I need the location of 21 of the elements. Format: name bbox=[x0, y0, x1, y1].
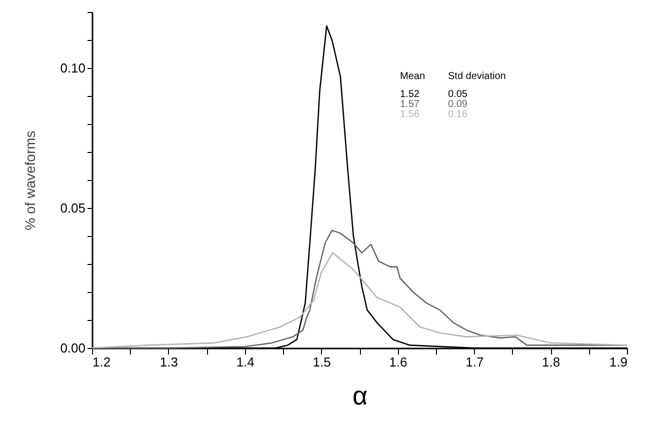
x-tick-label: 1.6 bbox=[389, 354, 408, 370]
annotation: 0.09 bbox=[448, 99, 468, 110]
x-tick-label: 1.8 bbox=[542, 354, 560, 370]
x-tick-label: 1.3 bbox=[160, 354, 178, 370]
annotation: 1.56 bbox=[400, 109, 420, 120]
annotation: Mean bbox=[400, 71, 426, 82]
annotation: 0.16 bbox=[448, 109, 468, 120]
x-tick-label: 1.7 bbox=[466, 354, 484, 370]
annotation: 1.57 bbox=[400, 99, 420, 110]
x-axis-title: α bbox=[352, 380, 368, 410]
y-tick-label: 0.10 bbox=[60, 60, 86, 76]
annotation: 1.52 bbox=[400, 89, 420, 100]
annotation: Std deviation bbox=[448, 71, 506, 82]
y-axis-title: % of waveforms bbox=[22, 130, 38, 230]
x-tick-label: 1.9 bbox=[609, 354, 628, 370]
x-tick-label: 1.5 bbox=[312, 354, 331, 370]
x-tick-label: 1.4 bbox=[236, 354, 254, 370]
x-tick-label: 1.2 bbox=[92, 354, 111, 370]
annotation: 0.05 bbox=[448, 89, 468, 100]
y-tick-label: 0.00 bbox=[60, 340, 86, 356]
y-tick-label: 0.05 bbox=[60, 200, 86, 216]
